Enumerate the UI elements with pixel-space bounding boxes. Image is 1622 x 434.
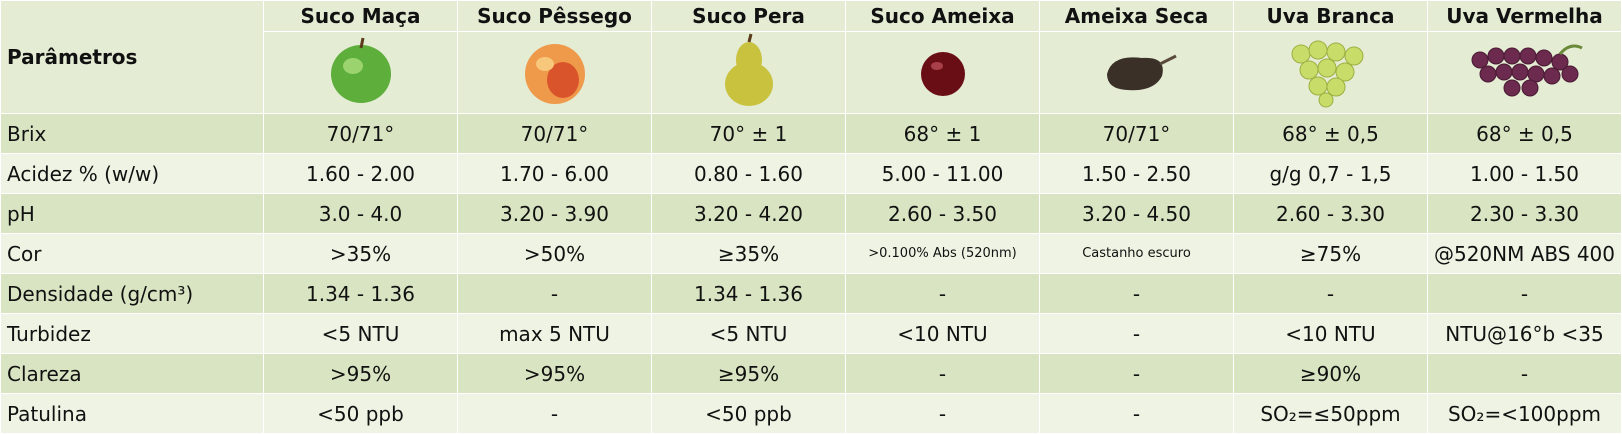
data-row: Clareza >95% >95% ≥95% - - ≥90% -: [0, 353, 1622, 394]
header-row: Parâmetros Suco Maça Suco Pêssego Suco P…: [0, 0, 1622, 114]
value-cell: <5 NTU: [651, 313, 846, 354]
value-cell: -: [1039, 273, 1234, 314]
value-cell: 68° ± 1: [845, 113, 1040, 154]
value-cell: -: [457, 273, 652, 314]
row-label: Brix: [0, 113, 264, 154]
value-cell: 1.34 - 1.36: [263, 273, 458, 314]
pear-image: [724, 33, 773, 106]
image-cell: [1039, 31, 1234, 114]
value-cell: 2.60 - 3.50: [845, 193, 1040, 234]
value-cell: >35%: [263, 233, 458, 274]
value-cell: ≥90%: [1233, 353, 1428, 394]
image-row: [1, 31, 1622, 114]
white-grapes-image: [1291, 40, 1363, 108]
column-header: Uva Vermelha: [1427, 0, 1622, 32]
value-cell: 1.34 - 1.36: [651, 273, 846, 314]
value-cell: ≥35%: [651, 233, 846, 274]
value-cell: 2.60 - 3.30: [1233, 193, 1428, 234]
row-label: Cor: [0, 233, 264, 274]
value-cell: -: [1427, 273, 1622, 314]
image-cell: [651, 31, 846, 114]
value-cell: -: [1039, 313, 1234, 354]
column-header: Suco Pêssego: [457, 0, 652, 32]
image-cell: [1233, 31, 1428, 114]
data-row: Densidade (g/cm³) 1.34 - 1.36-1.34 - 1.36…: [0, 273, 1622, 314]
value-cell: 68° ± 0,5: [1427, 113, 1622, 154]
image-cell: [457, 31, 652, 114]
prune-image: [1106, 54, 1177, 91]
value-cell: max 5 NTU: [457, 313, 652, 354]
data-row: Turbidez <5 NTU max 5 NTU <5 NTU <10 NTU - <10…: [0, 313, 1622, 354]
value-cell: SO₂=<100ppm: [1427, 393, 1622, 434]
value-cell: -: [1427, 353, 1622, 394]
value-cell: <50 ppb: [651, 393, 846, 434]
apple-image: [330, 37, 391, 103]
value-cell: Castanho escuro: [1039, 233, 1234, 274]
value-cell: 1.60 - 2.00: [263, 153, 458, 194]
value-cell: >0.100% Abs (520nm): [845, 233, 1040, 274]
peach-image: [524, 44, 585, 104]
column-header: Suco Ameixa: [845, 0, 1040, 32]
value-cell: <10 NTU: [845, 313, 1040, 354]
corner-header: Parâmetros: [0, 0, 264, 114]
value-cell: <5 NTU: [263, 313, 458, 354]
data-row: Brix 70/71° 70/71° 70° ± 1 68° ± 1 70/71° 68° …: [0, 113, 1622, 154]
column-header: Suco Maça: [263, 0, 458, 32]
value-cell: 70/71°: [1039, 113, 1234, 154]
value-cell: 70/71°: [263, 113, 458, 154]
value-cell: 70° ± 1: [651, 113, 846, 154]
value-cell: SO₂=≤50ppm: [1233, 393, 1428, 434]
value-cell: 70/71°: [457, 113, 652, 154]
value-cell: 5.00 - 11.00: [845, 153, 1040, 194]
value-cell: -: [1233, 273, 1428, 314]
image-cell: [1427, 31, 1622, 114]
row-label: Densidade (g/cm³): [0, 273, 264, 314]
value-cell: 1.50 - 2.50: [1039, 153, 1234, 194]
value-cell: -: [457, 393, 652, 434]
column-header: Uva Branca: [1233, 0, 1428, 32]
value-cell: 3.20 - 4.20: [651, 193, 846, 234]
value-cell: >95%: [263, 353, 458, 394]
column-header: Ameixa Seca: [1039, 0, 1234, 32]
plum-image: [920, 52, 965, 96]
value-cell: 3.20 - 4.50: [1039, 193, 1234, 234]
data-row: pH 3.0 - 4.0 3.20 - 3.90 3.20 - 4.20 2.60 - …: [0, 193, 1622, 234]
value-cell: -: [845, 353, 1040, 394]
value-cell: 3.20 - 3.90: [457, 193, 652, 234]
data-row: Acidez % (w/w) 1.60 - 2.00 1.70 - 6.00 0.80…: [0, 153, 1622, 194]
value-cell: >95%: [457, 353, 652, 394]
value-cell: 3.0 - 4.0: [263, 193, 458, 234]
row-label: pH: [0, 193, 264, 234]
value-cell: ≥95%: [651, 353, 846, 394]
value-cell: -: [845, 393, 1040, 434]
value-cell: 1.00 - 1.50: [1427, 153, 1622, 194]
row-label: Acidez % (w/w): [0, 153, 264, 194]
value-cell: -: [845, 273, 1040, 314]
red-grapes-image: [1471, 44, 1583, 97]
value-cell: 1.70 - 6.00: [457, 153, 652, 194]
column-header: Suco Pera: [651, 0, 846, 32]
row-label: Patulina: [0, 393, 264, 434]
value-cell: -: [1039, 393, 1234, 434]
value-cell: g/g 0,7 - 1,5: [1233, 153, 1428, 194]
value-cell: 68° ± 0,5: [1233, 113, 1428, 154]
data-row: Cor >35% >50% ≥35% >0.100% Abs (520nm) Castan…: [0, 233, 1622, 274]
image-cell: [845, 31, 1040, 114]
value-cell: 2.30 - 3.30: [1427, 193, 1622, 234]
image-cell: [263, 31, 458, 114]
value-cell: 0.80 - 1.60: [651, 153, 846, 194]
value-cell: ≥75%: [1233, 233, 1428, 274]
value-cell: <10 NTU: [1233, 313, 1428, 354]
value-cell: -: [1039, 353, 1234, 394]
data-row: Patulina <50 ppb - <50 ppb - - SO₂=≤50ppm SO₂=<…: [0, 393, 1622, 434]
value-cell: NTU@16°b <35: [1427, 313, 1622, 354]
value-cell: >50%: [457, 233, 652, 274]
row-label: Turbidez: [0, 313, 264, 354]
row-label: Clareza: [0, 353, 264, 394]
value-cell: @520NM ABS 400: [1427, 233, 1622, 274]
value-cell: <50 ppb: [263, 393, 458, 434]
